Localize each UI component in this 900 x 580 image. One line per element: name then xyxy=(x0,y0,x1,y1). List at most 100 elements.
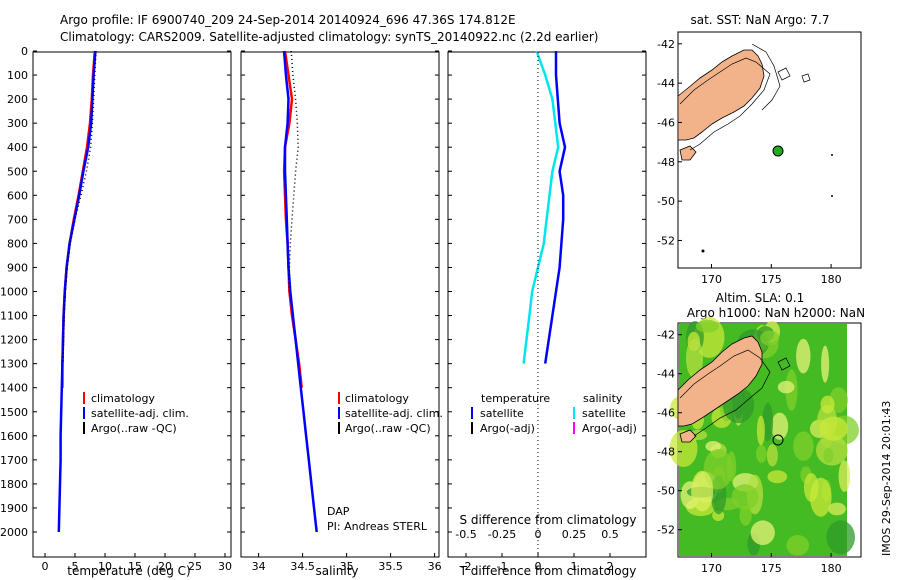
legend-label-s-satellite: satellite xyxy=(582,407,626,420)
isobath-contour xyxy=(801,73,811,83)
legend-label-argo: Argo(..raw -QC) xyxy=(345,422,431,435)
sla-patch xyxy=(796,338,811,374)
depth-tick-label: 800 xyxy=(7,237,28,250)
x-tick-label: 1 xyxy=(571,560,578,573)
map-x-tick-label: 180 xyxy=(821,273,842,286)
timestamp-stamp: IMOS 29-Sep-2014 20:01:43 xyxy=(880,401,893,556)
sla-patch xyxy=(705,441,721,452)
sla-patch xyxy=(686,338,703,379)
map-y-tick-label: -52 xyxy=(657,234,675,247)
temperature-legend: climatology satellite-adj. clim. Argo(..… xyxy=(83,392,189,435)
x-tick-label: 30 xyxy=(218,560,232,573)
map-y-tick-label: -52 xyxy=(657,524,675,537)
depth-tick-label: 1100 xyxy=(0,310,28,323)
sla-patch xyxy=(726,451,737,482)
sla-patch xyxy=(739,504,752,526)
island-dot xyxy=(701,249,705,253)
salinity-xlabel: salinity xyxy=(315,564,358,578)
difference-legend: temperature salinity satellite Argo(-adj… xyxy=(471,392,637,435)
x-tick-label: 10 xyxy=(98,560,112,573)
map-y-tick-label: -48 xyxy=(657,156,675,169)
x-tick-label: -2 xyxy=(461,560,472,573)
x-tick-label: 0 xyxy=(535,560,542,573)
depth-axis: 0 100 200 300 400 500 600 700 800 900 1000 1100 1200… xyxy=(0,45,646,539)
salinity-plot: 34 34.5 35 35.5 36 xyxy=(252,50,442,573)
stewart-island-land xyxy=(679,145,697,161)
series-line-0 xyxy=(543,51,567,364)
sla-patch xyxy=(777,380,795,394)
isobath-contour xyxy=(777,67,791,81)
sst-map xyxy=(677,43,833,253)
depth-tick-label: 300 xyxy=(7,117,28,130)
sla-patch xyxy=(731,484,759,511)
depth-tick-label: 1200 xyxy=(0,334,28,347)
south-island-land xyxy=(677,49,765,141)
legend-label-t-argo: Argo(-adj) xyxy=(480,422,535,435)
depth-tick-label: 700 xyxy=(7,213,28,226)
sla-patch xyxy=(756,445,767,463)
map-y-tick-label: -44 xyxy=(657,77,675,90)
depth-tick-label: 500 xyxy=(7,165,28,178)
depth-tick-label: 1500 xyxy=(0,406,28,419)
map-y-tick-label: -48 xyxy=(657,446,675,459)
depth-tick-label: 1000 xyxy=(0,286,28,299)
depth-tick-label: 1600 xyxy=(0,430,28,443)
depth-tick-label: 2000 xyxy=(0,526,28,539)
isobath-contour xyxy=(751,43,781,111)
sla-map-axes: 170 175 180 -42 -44 -46 -48 -50 -52 xyxy=(657,329,842,575)
map-x-tick-label: 175 xyxy=(761,562,782,575)
t-difference-xlabel: T difference from climatology xyxy=(459,564,637,578)
sla-patch xyxy=(823,448,834,464)
difference-plot: -2 -1 0 1 2 -0.5 -0.25 0 0.25 0.5 xyxy=(455,50,619,573)
depth-tick-label: 1800 xyxy=(0,478,28,491)
depth-tick-label: 900 xyxy=(7,261,28,274)
x-tick-label: 36 xyxy=(428,560,442,573)
s-diff-tick-label: 0.25 xyxy=(562,528,587,541)
x-tick-label: 15 xyxy=(128,560,142,573)
sla-patch xyxy=(771,412,789,440)
sla-map-title-2: Argo h1000: NaN h2000: NaN xyxy=(687,306,865,320)
island-dot xyxy=(831,195,833,197)
map-x-tick-label: 170 xyxy=(701,273,722,286)
s-diff-tick-label: -0.25 xyxy=(488,528,516,541)
map-y-tick-label: -46 xyxy=(657,116,675,129)
sla-map-title-1: Altim. SLA: 0.1 xyxy=(716,291,804,305)
isobath-contour xyxy=(777,357,791,371)
title-line-2: Climatology: CARS2009. Satellite-adjuste… xyxy=(60,30,598,44)
map-x-tick-label: 180 xyxy=(821,562,842,575)
sla-map xyxy=(677,335,791,446)
x-tick-label: 35.5 xyxy=(378,560,403,573)
x-tick-label: 20 xyxy=(158,560,172,573)
map-y-tick-label: -42 xyxy=(657,38,675,51)
legend-label-s-argo: Argo(-adj) xyxy=(582,422,637,435)
sla-patch xyxy=(750,520,775,545)
legend-label-climatology: climatology xyxy=(91,392,155,405)
depth-tick-label: 1300 xyxy=(0,358,28,371)
legend-label-argo: Argo(..raw -QC) xyxy=(91,422,177,435)
legend-label-satellite: satellite-adj. clim. xyxy=(91,407,189,420)
map-x-tick-label: 175 xyxy=(761,273,782,286)
s-diff-tick-label: 0 xyxy=(535,528,542,541)
title-line-1: Argo profile: IF 6900740_209 24-Sep-2014… xyxy=(60,13,516,27)
island-dot xyxy=(831,154,833,156)
legend-title-temperature: temperature xyxy=(481,392,550,405)
x-tick-label: 34.5 xyxy=(290,560,315,573)
isobath-contour xyxy=(679,57,771,151)
depth-tick-label: 1400 xyxy=(0,382,28,395)
sla-patch xyxy=(819,416,848,441)
map-y-tick-label: -44 xyxy=(657,368,675,381)
isobath-contour xyxy=(679,349,771,437)
x-tick-label: 35 xyxy=(340,560,354,573)
map-y-tick-label: -42 xyxy=(657,329,675,342)
depth-tick-label: 100 xyxy=(7,69,28,82)
depth-tick-label: 200 xyxy=(7,93,28,106)
legend-label-t-satellite: satellite xyxy=(480,407,524,420)
s-difference-xlabel: S difference from climatology xyxy=(460,513,637,527)
sla-patch xyxy=(691,470,714,512)
x-tick-label: -1 xyxy=(497,560,508,573)
sla-patch xyxy=(821,345,830,383)
sla-patch xyxy=(838,460,851,493)
credit-dap: DAP xyxy=(327,505,350,518)
x-tick-label: 0 xyxy=(42,560,49,573)
